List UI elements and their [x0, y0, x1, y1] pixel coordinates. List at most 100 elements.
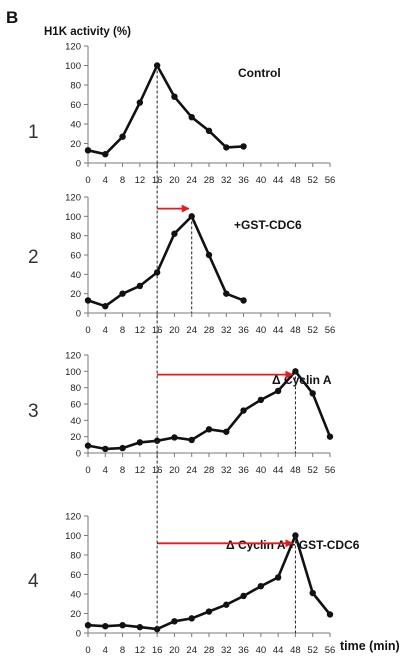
x-tick-label: 0 — [85, 465, 90, 476]
x-tick-label: 0 — [85, 645, 90, 656]
y-tick-label: 60 — [70, 251, 81, 262]
x-tick-label: 12 — [135, 645, 146, 656]
x-tick-label: 36 — [238, 325, 249, 336]
x-tick-label: 20 — [169, 325, 180, 336]
x-tick-label: 8 — [120, 325, 125, 336]
data-point — [205, 127, 213, 135]
data-point — [240, 407, 247, 414]
data-point — [153, 625, 161, 633]
x-tick-label: 48 — [290, 325, 301, 336]
data-point — [84, 442, 92, 449]
y-tick-label: 20 — [70, 139, 81, 150]
x-tick-label: 36 — [238, 465, 249, 476]
x-axis-title: time (min) — [340, 639, 400, 653]
x-tick-label: 0 — [85, 175, 90, 186]
y-tick-label: 100 — [65, 212, 81, 223]
x-tick-label: 20 — [169, 175, 180, 186]
x-tick-label: 36 — [238, 175, 249, 186]
x-tick-label: 40 — [256, 465, 267, 476]
y-tick-label: 80 — [70, 231, 81, 242]
data-point — [102, 622, 109, 630]
data-point — [136, 623, 144, 631]
data-point — [292, 368, 299, 375]
data-point — [188, 615, 195, 622]
y-tick-label: 40 — [70, 120, 81, 131]
x-tick-label: 32 — [221, 465, 232, 476]
series-line — [87, 64, 244, 156]
x-tick-label: 24 — [186, 175, 197, 186]
row-number: 2 — [28, 247, 39, 268]
condition-label: Control — [238, 66, 281, 80]
y-tick-label: 20 — [70, 609, 81, 620]
y-tick-label: 120 — [65, 351, 81, 362]
y-tick-label: 40 — [70, 270, 81, 281]
series-line — [87, 215, 245, 308]
data-point — [84, 622, 92, 629]
data-point — [84, 297, 92, 304]
data-point — [188, 113, 195, 121]
x-tick-label: 4 — [103, 645, 108, 656]
x-tick-label: 44 — [273, 175, 284, 186]
x-tick-label: 12 — [135, 325, 146, 336]
x-tick-label: 12 — [135, 465, 146, 476]
x-tick-label: 52 — [307, 325, 318, 336]
data-point — [257, 396, 265, 404]
x-tick-label: 28 — [204, 325, 215, 336]
x-tick-label: 8 — [120, 465, 125, 476]
y-tick-label: 0 — [76, 629, 81, 640]
data-point — [102, 445, 109, 453]
data-point — [309, 390, 316, 397]
data-point — [240, 143, 247, 150]
data-point — [102, 303, 109, 310]
data-point — [205, 426, 213, 433]
data-point — [119, 622, 126, 629]
x-tick-label: 52 — [307, 465, 318, 476]
x-tick-label: 32 — [221, 175, 232, 186]
data-point — [223, 144, 230, 151]
data-point — [205, 251, 213, 259]
y-tick-label: 0 — [76, 449, 81, 460]
y-tick-label: 100 — [65, 61, 81, 72]
x-tick-label: 24 — [186, 645, 197, 656]
x-tick-label: 56 — [325, 325, 336, 336]
data-point — [136, 282, 144, 290]
data-point — [188, 436, 195, 444]
y-tick-label: 100 — [65, 367, 81, 378]
x-tick-label: 48 — [290, 175, 301, 186]
x-tick-label: 24 — [186, 325, 197, 336]
data-point — [223, 601, 230, 608]
x-tick-label: 24 — [186, 465, 197, 476]
data-point — [84, 147, 92, 154]
x-tick-label: 44 — [273, 465, 284, 476]
y-tick-label: 20 — [70, 432, 81, 443]
x-tick-label: 36 — [238, 645, 249, 656]
data-point — [274, 574, 282, 581]
x-tick-label: 4 — [103, 175, 108, 186]
x-tick-label: 44 — [273, 325, 284, 336]
y-tick-label: 0 — [76, 309, 81, 320]
y-tick-label: 60 — [70, 100, 81, 111]
data-point — [223, 428, 230, 435]
x-tick-label: 28 — [204, 175, 215, 186]
x-tick-label: 44 — [273, 645, 284, 656]
y-tick-label: 120 — [65, 193, 81, 204]
y-tick-label: 60 — [70, 570, 81, 581]
x-tick-label: 12 — [135, 175, 146, 186]
data-point — [223, 290, 230, 297]
y-tick-label: 20 — [70, 289, 81, 300]
y-tick-label: 40 — [70, 416, 81, 427]
y-tick-label: 120 — [65, 42, 81, 53]
x-tick-label: 0 — [85, 325, 90, 336]
y-tick-label: 120 — [65, 512, 81, 523]
x-tick-label: 32 — [221, 325, 232, 336]
y-tick-label: 80 — [70, 551, 81, 562]
data-point — [119, 290, 126, 297]
x-tick-label: 8 — [120, 175, 125, 186]
y-tick-label: 80 — [70, 383, 81, 394]
data-point — [119, 444, 126, 452]
data-point — [119, 133, 126, 140]
